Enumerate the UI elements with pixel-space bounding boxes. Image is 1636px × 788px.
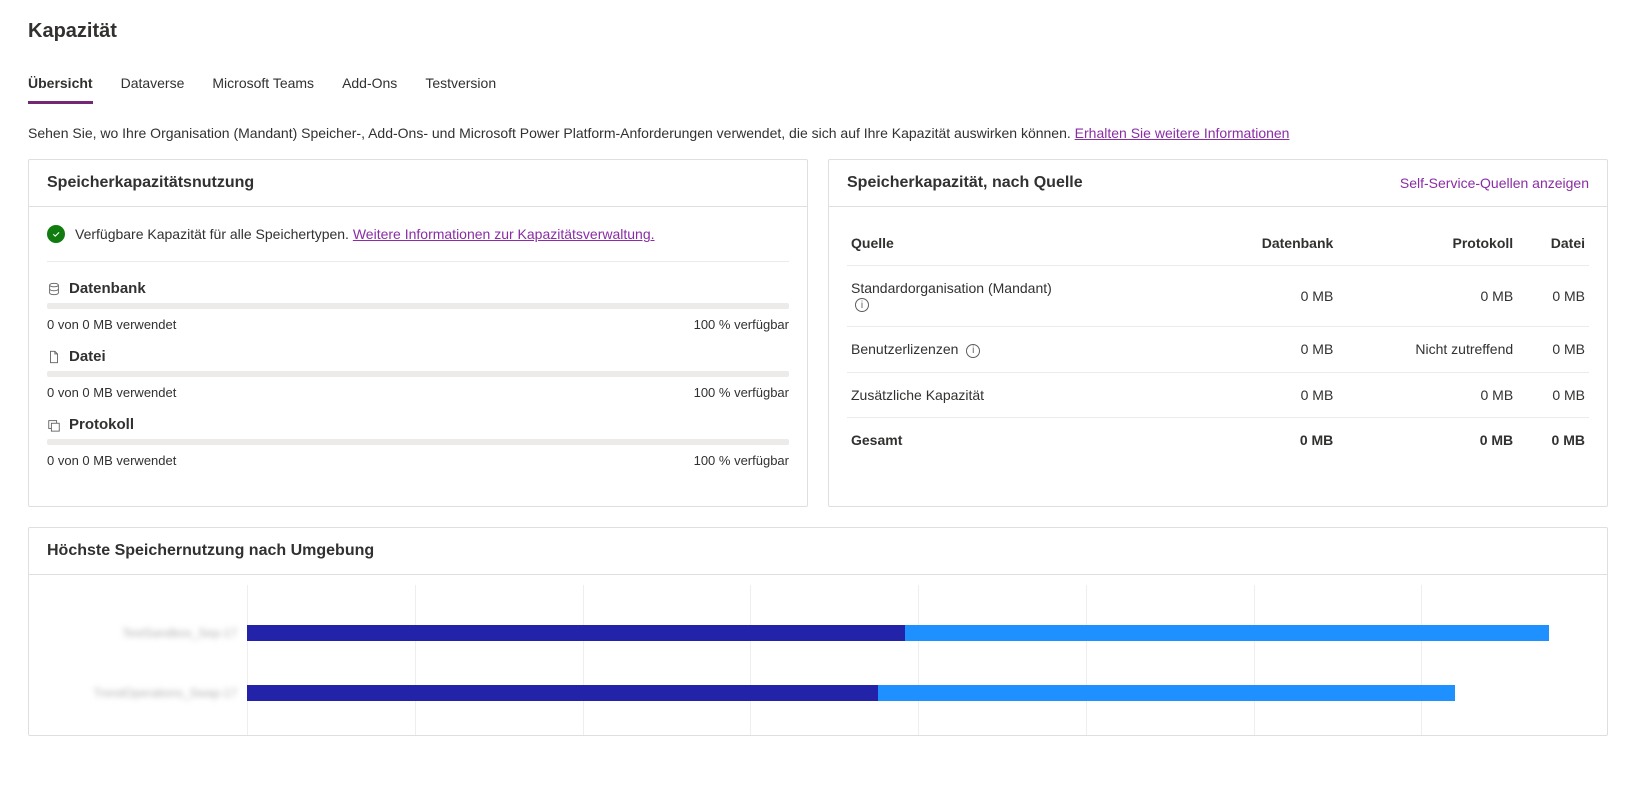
- check-icon: [47, 225, 65, 243]
- cell-source: Gesamt: [847, 417, 1202, 462]
- chart-y-labels: TestSandbox_Sep-17TrendOperations_Swap-1…: [47, 585, 247, 735]
- intro-text-body: Sehen Sie, wo Ihre Organisation (Mandant…: [28, 125, 1075, 141]
- cell-db: 0 MB: [1202, 372, 1337, 417]
- tab-microsoft-teams[interactable]: Microsoft Teams: [212, 69, 314, 104]
- col-log: Protokoll: [1337, 221, 1517, 266]
- usage-used: 0 von 0 MB verwendet: [47, 317, 176, 332]
- cell-db: 0 MB: [1202, 266, 1337, 327]
- usage-item: Protokoll 0 von 0 MB verwendet 100 % verfü…: [47, 416, 789, 468]
- usage-label: Datenbank: [69, 280, 146, 297]
- status-link[interactable]: Weitere Informationen zur Kapazitätsverw…: [353, 226, 655, 242]
- cell-db: 0 MB: [1202, 417, 1337, 462]
- usage-item: Datenbank 0 von 0 MB verwendet 100 % verfü…: [47, 280, 789, 332]
- chart-bar-segment: [905, 625, 1549, 641]
- chart-bar-segment: [247, 625, 905, 641]
- col-source: Quelle: [847, 221, 1202, 266]
- cell-file: 0 MB: [1517, 372, 1589, 417]
- table-row: Standardorganisation (Mandant)i0 MB0 MB0…: [847, 266, 1589, 327]
- intro-text: Sehen Sie, wo Ihre Organisation (Mandant…: [28, 125, 1608, 141]
- source-card: Speicherkapazität, nach Quelle Self-Serv…: [828, 159, 1608, 507]
- usage-used: 0 von 0 MB verwendet: [47, 385, 176, 400]
- status-text: Verfügbare Kapazität für alle Speicherty…: [75, 226, 655, 242]
- chart-row-label: TrendOperations_Swap-17: [47, 663, 247, 723]
- cell-log: Nicht zutreffend: [1337, 327, 1517, 372]
- info-icon[interactable]: i: [855, 298, 869, 312]
- tab-dataverse[interactable]: Dataverse: [121, 69, 185, 104]
- tabs: Übersicht Dataverse Microsoft Teams Add-Ons…: [28, 69, 1608, 105]
- cell-file: 0 MB: [1517, 417, 1589, 462]
- self-service-link[interactable]: Self-Service-Quellen anzeigen: [1400, 175, 1589, 191]
- usage-used: 0 von 0 MB verwendet: [47, 453, 176, 468]
- usage-available: 100 % verfügbar: [694, 317, 789, 332]
- info-icon[interactable]: i: [966, 344, 980, 358]
- cell-source: Standardorganisation (Mandant)i: [847, 266, 1202, 327]
- chart-bar-segment: [878, 685, 1455, 701]
- cell-source: Zusätzliche Kapazität: [847, 372, 1202, 417]
- chart-plot: [247, 585, 1589, 735]
- cell-log: 0 MB: [1337, 266, 1517, 327]
- status-text-body: Verfügbare Kapazität für alle Speicherty…: [75, 226, 353, 242]
- usage-available: 100 % verfügbar: [694, 385, 789, 400]
- usage-card-title: Speicherkapazitätsnutzung: [47, 174, 254, 192]
- table-row: Zusätzliche Kapazität0 MB0 MB0 MB: [847, 372, 1589, 417]
- usage-available: 100 % verfügbar: [694, 453, 789, 468]
- usage-item: Datei 0 von 0 MB verwendet 100 % verfügbar: [47, 348, 789, 400]
- table-row-total: Gesamt0 MB0 MB0 MB: [847, 417, 1589, 462]
- chart-card: Höchste Speichernutzung nach Umgebung Te…: [28, 527, 1608, 736]
- tab-add-ons[interactable]: Add-Ons: [342, 69, 397, 104]
- tab-übersicht[interactable]: Übersicht: [28, 69, 93, 104]
- chart-card-title: Höchste Speichernutzung nach Umgebung: [47, 542, 374, 560]
- col-db: Datenbank: [1202, 221, 1337, 266]
- cell-source: Benutzerlizenzen i: [847, 327, 1202, 372]
- usage-card: Speicherkapazitätsnutzung Verfügbare Kap…: [28, 159, 808, 507]
- source-card-title: Speicherkapazität, nach Quelle: [847, 174, 1083, 192]
- chart-bar: [247, 603, 1589, 663]
- page-title: Kapazität: [28, 20, 1608, 43]
- progress-bar: [47, 303, 789, 309]
- cell-db: 0 MB: [1202, 327, 1337, 372]
- progress-bar: [47, 371, 789, 377]
- tab-testversion[interactable]: Testversion: [425, 69, 496, 104]
- chart-row-label: TestSandbox_Sep-17: [47, 603, 247, 663]
- source-table: Quelle Datenbank Protokoll Datei Standar…: [847, 221, 1589, 462]
- cell-log: 0 MB: [1337, 372, 1517, 417]
- log-icon: [47, 418, 61, 432]
- intro-link[interactable]: Erhalten Sie weitere Informationen: [1075, 125, 1290, 141]
- table-row: Benutzerlizenzen i0 MBNicht zutreffend0 …: [847, 327, 1589, 372]
- chart-bar-segment: [247, 685, 878, 701]
- progress-bar: [47, 439, 789, 445]
- usage-label: Datei: [69, 348, 106, 365]
- cell-log: 0 MB: [1337, 417, 1517, 462]
- col-file: Datei: [1517, 221, 1589, 266]
- chart-bar: [247, 663, 1589, 723]
- cell-file: 0 MB: [1517, 327, 1589, 372]
- database-icon: [47, 282, 61, 296]
- usage-label: Protokoll: [69, 416, 134, 433]
- file-icon: [47, 350, 61, 364]
- cell-file: 0 MB: [1517, 266, 1589, 327]
